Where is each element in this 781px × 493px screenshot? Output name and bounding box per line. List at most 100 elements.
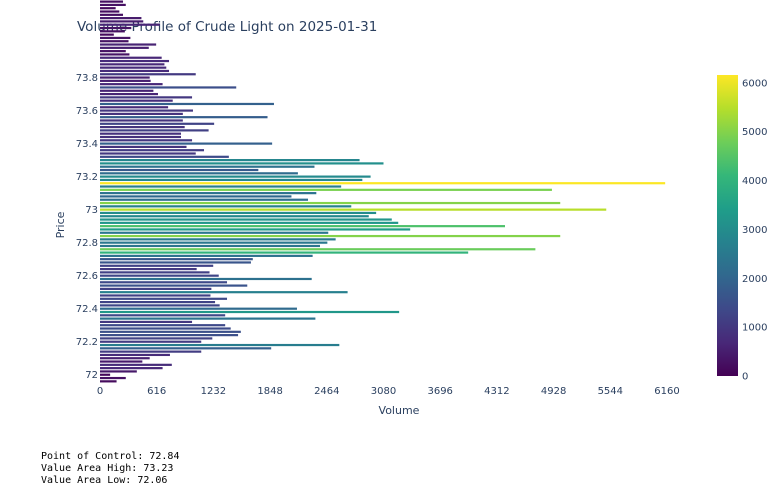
bars-layer xyxy=(100,0,666,383)
colorbar-tick-label: 0 xyxy=(742,372,748,383)
volume-bar xyxy=(100,3,126,7)
volume-bar xyxy=(100,347,272,350)
y-tick-label: 73.6 xyxy=(76,106,98,117)
colorbar-tick-label: 2000 xyxy=(742,274,767,285)
volume-bar xyxy=(100,66,167,69)
volume-bar xyxy=(100,0,124,3)
volume-bar xyxy=(100,50,126,53)
volume-bar xyxy=(100,314,226,317)
volume-bar xyxy=(100,343,340,347)
colorbar-tick-label: 1000 xyxy=(742,323,767,334)
volume-bar xyxy=(100,182,666,185)
chart-title: Volume Profile of Crude Light on 2025-01… xyxy=(77,19,377,35)
volume-bar xyxy=(100,238,336,241)
volume-bar xyxy=(100,152,196,155)
volume-bar xyxy=(100,195,292,198)
volume-bar xyxy=(100,317,316,320)
volume-bar xyxy=(100,201,561,205)
volume-bar xyxy=(100,297,228,300)
volume-bar xyxy=(100,79,151,82)
volume-bar xyxy=(100,73,196,76)
colorbar xyxy=(717,75,738,376)
volume-bar xyxy=(100,83,163,86)
colorbar-tick-labels: 0 1000 2000 3000 4000 5000 6000 xyxy=(742,78,767,382)
volume-bar xyxy=(100,159,360,162)
colorbar-tick-label: 6000 xyxy=(742,78,767,89)
volume-bar xyxy=(100,13,124,16)
volume-bar xyxy=(100,277,312,281)
volume-bar xyxy=(100,234,561,238)
volume-bar xyxy=(100,119,183,122)
volume-bar xyxy=(100,89,154,92)
volume-bar xyxy=(100,327,231,330)
y-tick-label: 72.2 xyxy=(76,337,98,348)
x-tick-label: 3080 xyxy=(371,386,396,397)
volume-bar xyxy=(100,231,329,234)
volume-bar xyxy=(100,10,120,13)
volume-bar xyxy=(100,360,143,363)
volume-bar xyxy=(100,254,313,257)
x-tick-label: 3696 xyxy=(427,386,452,397)
y-tick-label: 73 xyxy=(85,205,98,216)
x-tick-label: 4928 xyxy=(541,386,566,397)
volume-bar xyxy=(100,129,209,132)
volume-bar xyxy=(100,225,505,228)
volume-bar xyxy=(100,53,130,56)
volume-bar xyxy=(100,287,212,290)
y-tick-label: 72 xyxy=(85,370,98,381)
y-tick-label: 73.8 xyxy=(76,73,98,84)
volume-bar xyxy=(100,145,187,148)
volume-bar xyxy=(100,353,170,357)
volume-bar xyxy=(100,291,348,294)
x-axis-title: Volume xyxy=(379,404,420,417)
volume-bar xyxy=(100,188,552,191)
volume-bar xyxy=(100,172,298,175)
volume-bar xyxy=(100,376,126,380)
volume-bar xyxy=(100,109,193,112)
x-tick-label: 616 xyxy=(147,386,166,397)
volume-bar xyxy=(100,155,229,158)
volume-bar xyxy=(100,30,125,33)
colorbar-tick-label: 3000 xyxy=(742,225,767,236)
volume-bar xyxy=(100,56,162,59)
volume-bar xyxy=(100,307,297,310)
y-tick-label: 72.8 xyxy=(76,238,98,249)
volume-bar xyxy=(100,168,259,172)
volume-bar xyxy=(100,17,142,20)
volume-bar xyxy=(100,373,111,376)
volume-bar xyxy=(100,363,172,366)
volume-bar xyxy=(100,92,158,96)
volume-bar xyxy=(100,59,170,63)
volume-bar xyxy=(100,324,226,327)
volume-bar xyxy=(100,43,157,46)
volume-bar xyxy=(100,211,377,215)
volume-bar xyxy=(100,337,213,340)
volume-bar xyxy=(100,304,220,307)
point-of-control-text: Point of Control: 72.84 xyxy=(41,451,180,462)
volume-bar xyxy=(100,310,400,314)
y-tick-label: 73.2 xyxy=(76,172,98,183)
volume-bar xyxy=(100,46,149,49)
y-tick-label: 73.4 xyxy=(76,139,98,150)
volume-bar xyxy=(100,63,165,66)
volume-bar xyxy=(100,178,363,182)
volume-bar xyxy=(100,40,129,43)
volume-bar xyxy=(100,175,371,178)
volume-bar xyxy=(100,264,214,267)
volume-bar xyxy=(100,340,202,343)
volume-bar xyxy=(100,36,131,40)
volume-bar xyxy=(100,116,268,119)
volume-bar xyxy=(100,367,163,370)
volume-bar xyxy=(100,96,193,99)
volume-bar xyxy=(100,112,183,115)
volume-bar xyxy=(100,7,116,10)
y-tick-labels: 72 72.2 72.4 72.6 72.8 73 73.2 73.4 73.6 73.8 xyxy=(76,73,98,381)
value-area-low-text: Value Area Low: 72.06 xyxy=(41,475,168,486)
volume-bar xyxy=(100,271,210,274)
volume-bar xyxy=(100,185,342,188)
x-tick-label: 2464 xyxy=(314,386,339,397)
x-tick-label: 5544 xyxy=(598,386,623,397)
volume-bar xyxy=(100,267,197,271)
volume-bar xyxy=(100,162,384,165)
x-tick-labels: 0 616 1232 1848 2464 3080 3696 4312 4928 5544 6160 xyxy=(97,386,680,397)
